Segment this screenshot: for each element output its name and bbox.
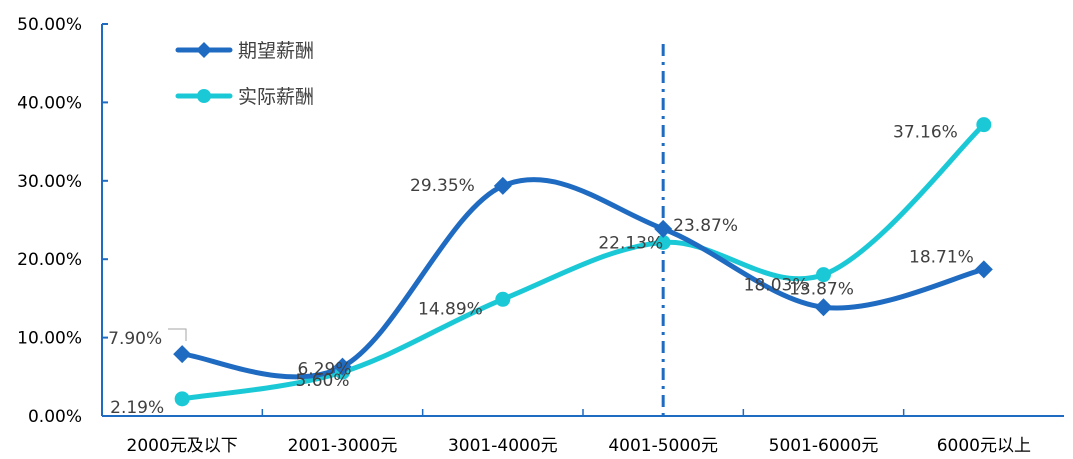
series-0-marker <box>654 219 673 238</box>
data-label: 37.16% <box>893 123 958 143</box>
y-tick-labels: 0.00% 10.00% 20.00% 30.00% 40.00% 50.00% <box>17 15 82 427</box>
x-tick-label: 2001-3000元 <box>288 436 398 456</box>
series-1-marker <box>976 117 992 133</box>
data-label: 22.13% <box>598 234 663 254</box>
legend-label: 期望薪酬 <box>238 40 314 62</box>
series-lines <box>179 122 987 402</box>
data-label: 14.89% <box>418 299 483 319</box>
series-1-marker <box>495 291 511 307</box>
series-0-marker <box>493 176 512 195</box>
data-label: 2.19% <box>110 398 164 418</box>
data-label: 5.60% <box>295 371 349 391</box>
series-line-1 <box>179 122 987 402</box>
legend-marker <box>196 42 212 58</box>
data-label: 7.90% <box>108 329 162 349</box>
legend-marker <box>197 89 211 103</box>
series-0-marker <box>974 260 993 279</box>
series-0-marker <box>173 345 192 364</box>
x-tick-label: 6000元以上 <box>937 436 1031 456</box>
label-leader-line <box>168 328 187 341</box>
data-label: 29.35% <box>410 176 475 196</box>
data-label: 18.71% <box>909 247 974 267</box>
series-markers <box>173 117 993 407</box>
legend-label: 实际薪酬 <box>238 86 314 108</box>
series-0-marker <box>814 298 833 317</box>
data-label: 13.87% <box>789 279 854 299</box>
x-tick-labels: 2000元及以下 2001-3000元 3001-4000元 4001-5000元 50… <box>127 436 1031 456</box>
series-line-0 <box>179 177 987 380</box>
axes <box>101 23 1064 417</box>
x-tick-label: 2000元及以下 <box>127 436 238 456</box>
series-1-marker <box>655 235 671 251</box>
series-1-marker <box>816 267 831 283</box>
data-labels: 7.90% 6.29% 29.35% 23.87% 13.87% 18.71% 2.19% 5… <box>108 123 974 418</box>
data-label: 6.29% <box>297 360 351 380</box>
data-label: 18.03% <box>744 276 809 296</box>
y-tick-label: 50.00% <box>17 15 82 35</box>
x-tick-label: 4001-5000元 <box>608 436 718 456</box>
series-1-marker <box>174 391 190 407</box>
y-tick-label: 20.00% <box>17 250 82 270</box>
x-tick-label: 3001-4000元 <box>448 436 558 456</box>
y-tick-label: 10.00% <box>17 329 82 349</box>
data-label: 23.87% <box>673 216 738 236</box>
y-tick-label: 30.00% <box>17 172 82 192</box>
series-0-marker <box>333 357 352 376</box>
x-tick-label: 5001-6000元 <box>769 436 879 456</box>
y-tick-label: 40.00% <box>17 93 82 113</box>
y-tick-label: 0.00% <box>28 407 82 427</box>
